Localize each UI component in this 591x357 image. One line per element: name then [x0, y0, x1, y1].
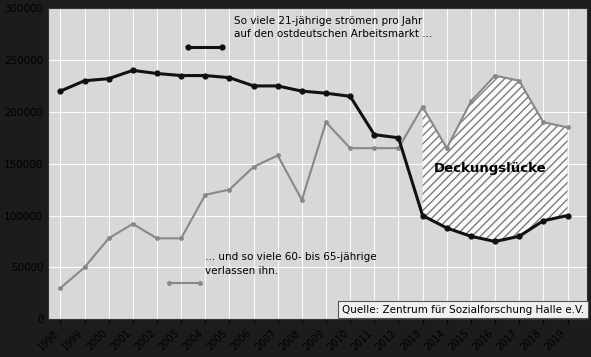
- Text: Quelle: Zentrum für Sozialforschung Halle e.V.: Quelle: Zentrum für Sozialforschung Hall…: [342, 305, 584, 315]
- Text: So viele 21-jährige strömen pro Jahr
auf den ostdeutschen Arbeitsmarkt ...: So viele 21-jährige strömen pro Jahr auf…: [234, 16, 433, 39]
- Text: Deckungslücke: Deckungslücke: [434, 162, 547, 175]
- Text: ... und so viele 60- bis 65-jährige
verlassen ihn.: ... und so viele 60- bis 65-jährige verl…: [205, 252, 377, 276]
